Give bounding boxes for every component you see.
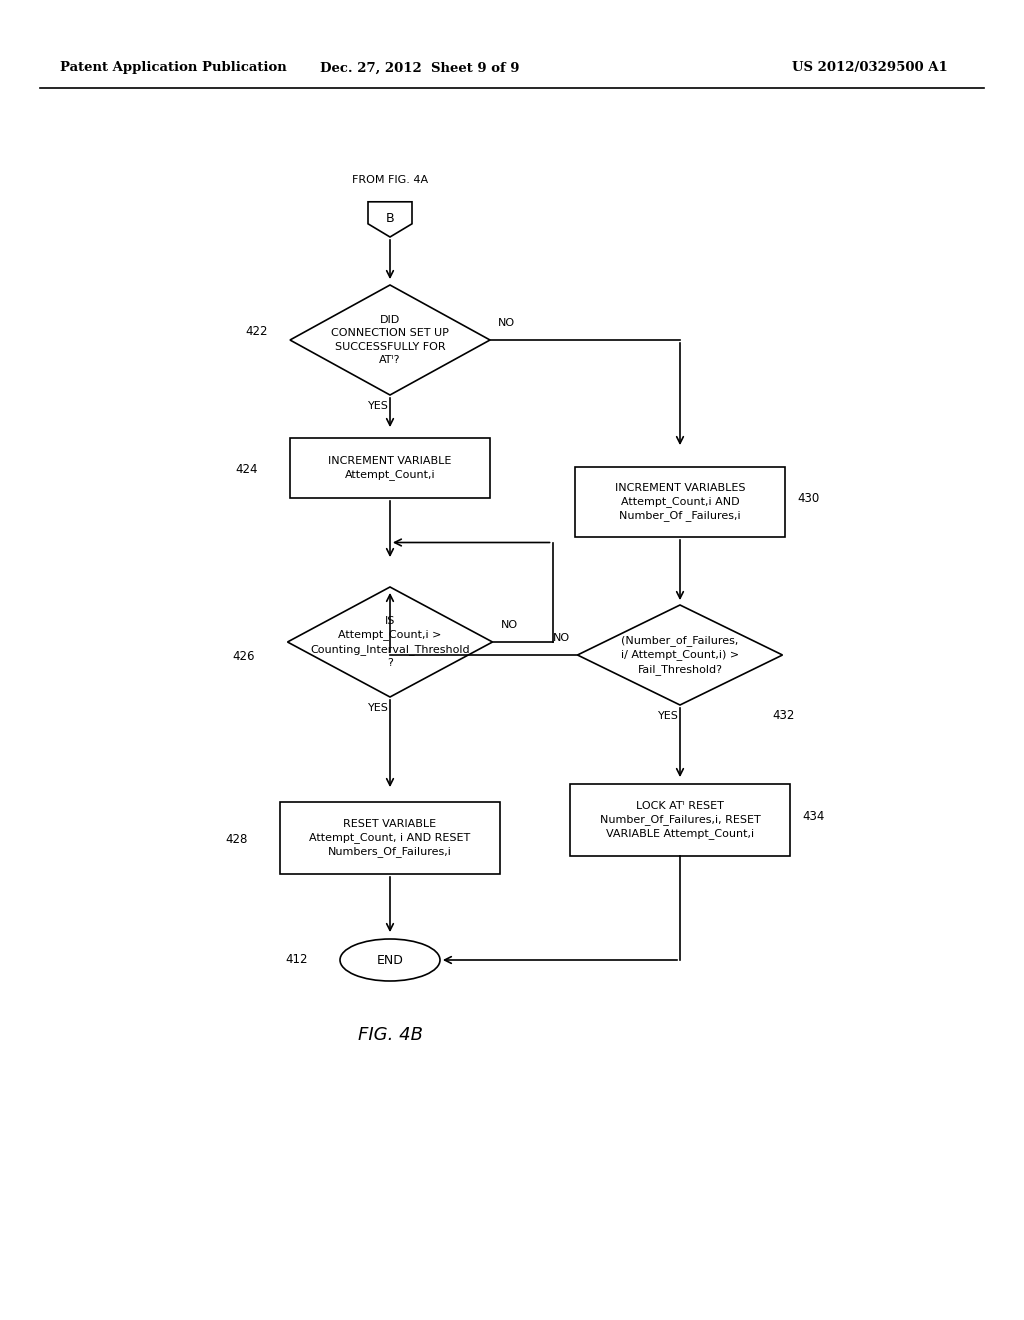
Text: END: END: [377, 953, 403, 966]
Text: INCREMENT VARIABLES
Attempt_Count,i AND
Number_Of _Failures,i: INCREMENT VARIABLES Attempt_Count,i AND …: [614, 483, 745, 521]
Text: RESET VARIABLE
Attempt_Count, i AND RESET
Numbers_Of_Failures,i: RESET VARIABLE Attempt_Count, i AND RESE…: [309, 818, 471, 857]
Text: Patent Application Publication: Patent Application Publication: [60, 62, 287, 74]
Text: 422: 422: [245, 325, 267, 338]
Text: 412: 412: [285, 953, 307, 966]
Text: NO: NO: [552, 634, 569, 643]
Text: Dec. 27, 2012  Sheet 9 of 9: Dec. 27, 2012 Sheet 9 of 9: [321, 62, 520, 74]
Text: 424: 424: [234, 463, 257, 477]
Text: 430: 430: [797, 492, 819, 506]
Text: 428: 428: [225, 833, 248, 846]
Text: YES: YES: [368, 704, 389, 713]
Text: FIG. 4B: FIG. 4B: [357, 1026, 423, 1044]
Text: DID
CONNECTION SET UP
SUCCESSFULLY FOR
ATᴵ?: DID CONNECTION SET UP SUCCESSFULLY FOR A…: [331, 315, 449, 364]
Text: YES: YES: [368, 401, 389, 411]
Text: 432: 432: [772, 709, 795, 722]
Text: LOCK ATᴵ RESET
Number_Of_Failures,i, RESET
VARIABLE Attempt_Count,i: LOCK ATᴵ RESET Number_Of_Failures,i, RES…: [600, 801, 761, 840]
Text: NO: NO: [498, 318, 515, 327]
Text: US 2012/0329500 A1: US 2012/0329500 A1: [793, 62, 948, 74]
Text: YES: YES: [658, 711, 679, 721]
Text: 426: 426: [232, 649, 255, 663]
Text: NO: NO: [501, 620, 517, 630]
Text: IS
Attempt_Count,i >
Counting_Interval_Threshold
?: IS Attempt_Count,i > Counting_Interval_T…: [310, 616, 470, 668]
Text: B: B: [386, 211, 394, 224]
Text: 434: 434: [802, 810, 824, 822]
Text: (Number_of_Failures,
i/ Attempt_Count,i) >
Fail_Threshold?: (Number_of_Failures, i/ Attempt_Count,i)…: [621, 635, 739, 675]
Text: INCREMENT VARIABLE
Attempt_Count,i: INCREMENT VARIABLE Attempt_Count,i: [329, 455, 452, 480]
Text: FROM FIG. 4A: FROM FIG. 4A: [352, 176, 428, 185]
